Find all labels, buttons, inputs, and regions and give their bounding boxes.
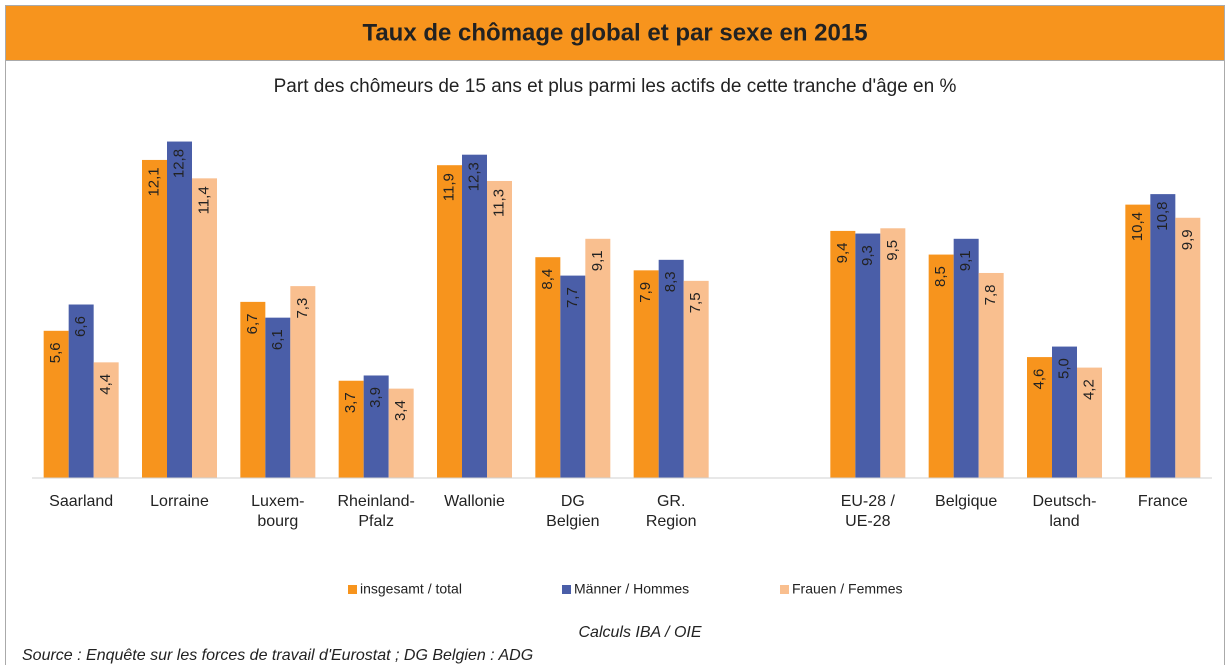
bar (265, 317, 291, 478)
value-label: 5,6 (47, 342, 64, 363)
value-label: 10,8 (1154, 202, 1171, 231)
bar (585, 238, 611, 478)
value-label: 3,4 (392, 400, 409, 421)
value-label: 3,9 (367, 387, 384, 408)
value-label: 12,1 (145, 167, 162, 196)
value-label: 4,4 (97, 374, 114, 395)
value-label: 7,7 (564, 287, 581, 308)
bar (437, 165, 462, 478)
bar (93, 362, 119, 478)
value-label: 8,5 (932, 266, 949, 287)
value-label: 6,7 (244, 313, 261, 334)
legend-swatch (780, 585, 789, 594)
bar (1125, 204, 1151, 478)
value-label: 6,6 (72, 316, 89, 337)
bar (953, 238, 979, 478)
x-tick-label: Belgique (935, 493, 997, 510)
value-label: 5,0 (1055, 358, 1072, 379)
value-label: 11,4 (195, 186, 212, 214)
value-label: 9,1 (957, 250, 974, 271)
legend-label: Männer / Hommes (574, 581, 689, 597)
value-label: 7,3 (294, 298, 311, 319)
value-label: 9,4 (834, 242, 851, 263)
note: Source : Enquête sur les forces de trava… (22, 647, 533, 664)
legend-label: insgesamt / total (360, 581, 462, 597)
value-label: 8,4 (539, 269, 556, 290)
bar (658, 259, 684, 478)
value-label: 7,9 (637, 282, 654, 303)
bar (830, 230, 856, 478)
bar (43, 330, 69, 478)
bar (388, 388, 414, 478)
bar (1027, 357, 1052, 478)
bar (560, 275, 586, 478)
value-label: 12,8 (170, 149, 187, 178)
value-label: 8,3 (662, 271, 679, 292)
x-tick-label: GR. Region (646, 493, 697, 530)
bar (855, 233, 881, 478)
bar (68, 304, 94, 478)
value-label: 11,9 (440, 173, 457, 201)
x-tick-label: Deutsch-land (1032, 493, 1096, 530)
bar (167, 141, 192, 479)
bar (1175, 217, 1201, 478)
value-label: 4,2 (1080, 379, 1097, 400)
value-label: 11,3 (490, 189, 507, 217)
legend-swatch (562, 585, 571, 594)
bar (1077, 367, 1102, 478)
legend-label: Frauen / Femmes (792, 581, 902, 597)
value-label: 12,3 (465, 162, 482, 191)
bar (535, 257, 561, 478)
x-tick-label: Wallonie (444, 493, 505, 510)
value-label: 4,6 (1030, 369, 1047, 390)
value-label: 7,5 (687, 292, 704, 313)
bar (290, 286, 316, 478)
bar (487, 180, 512, 478)
bar (683, 280, 709, 478)
bar (880, 228, 906, 478)
x-tick-label: DG Belgien (546, 493, 599, 530)
value-label: 7,8 (982, 285, 999, 306)
bar (633, 270, 659, 478)
bar (1150, 194, 1176, 478)
bar (978, 272, 1004, 478)
x-tick-label: France (1138, 493, 1188, 510)
bar (928, 254, 954, 478)
bar (142, 159, 167, 478)
value-label: 6,1 (269, 329, 286, 350)
value-label: 9,3 (859, 245, 876, 266)
x-tick-label: Lorraine (150, 493, 209, 510)
value-label: 9,1 (589, 250, 606, 271)
note: Calculs IBA / OIE (579, 624, 702, 641)
value-label: 9,5 (884, 240, 901, 261)
x-tick-label: Luxem-bourg (251, 493, 304, 530)
value-label: 9,9 (1179, 229, 1196, 250)
title-bar (5, 5, 1225, 61)
value-label: 10,4 (1129, 212, 1146, 241)
bar (363, 375, 389, 478)
x-tick-label: EU-28 /UE-28 (841, 493, 896, 530)
legend-swatch (348, 585, 357, 594)
chart-title: Taux de chômage global et par sexe en 20… (362, 19, 867, 46)
bar (1052, 346, 1077, 478)
value-label: 3,7 (342, 392, 359, 413)
x-tick-label: Saarland (49, 493, 113, 510)
bar (240, 301, 266, 478)
bar (192, 178, 217, 479)
chart-subtitle: Part des chômeurs de 15 ans et plus parm… (274, 76, 957, 97)
bar (462, 154, 487, 478)
x-tick-label: Rheinland-Pfalz (337, 493, 414, 530)
bar (338, 380, 364, 478)
